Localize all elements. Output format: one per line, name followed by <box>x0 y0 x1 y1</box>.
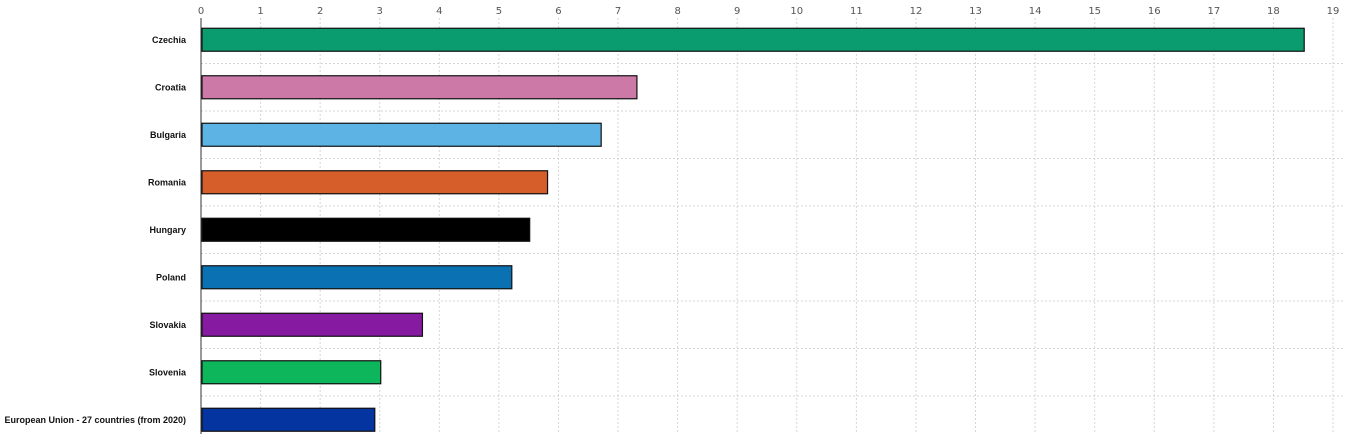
x-tick-label: 17 <box>1207 6 1220 17</box>
category-label: European Union - 27 countries (from 2020… <box>4 415 186 425</box>
x-tick-label: 2 <box>317 6 323 17</box>
bar-european-union-27-countries-from-2020[interactable] <box>201 407 376 432</box>
category-label: Slovakia <box>149 320 187 330</box>
x-tick-label: 13 <box>969 6 982 17</box>
x-tick-label: 4 <box>436 6 442 17</box>
category-label: Slovenia <box>149 367 187 377</box>
bars <box>201 27 1305 432</box>
x-axis-ticks: 0 1 2 3 4 5 6 7 8 9 10 11 12 13 14 15 16 17 18 19 <box>198 6 1340 17</box>
category-label: Hungary <box>149 225 186 235</box>
category-label: Romania <box>148 177 187 187</box>
category-label: Poland <box>156 272 186 282</box>
x-tick-label: 16 <box>1148 6 1161 17</box>
x-tick-label: 15 <box>1088 6 1101 17</box>
x-tick-label: 1 <box>257 6 263 17</box>
x-tick-label: 19 <box>1327 6 1340 17</box>
x-tick-label: 18 <box>1267 6 1280 17</box>
bar-romania[interactable] <box>201 170 549 195</box>
x-tick-label: 11 <box>850 6 863 17</box>
x-tick-label: 10 <box>790 6 803 17</box>
category-label: Czechia <box>152 35 187 45</box>
x-tick-label: 12 <box>910 6 923 17</box>
bar-hungary[interactable] <box>201 217 531 242</box>
x-tick-label: 9 <box>734 6 740 17</box>
x-tick-label: 14 <box>1029 6 1042 17</box>
grid <box>201 18 1345 434</box>
bar-slovakia[interactable] <box>201 312 424 337</box>
x-tick-label: 6 <box>555 6 561 17</box>
bar-slovenia[interactable] <box>201 360 382 385</box>
x-tick-label: 5 <box>496 6 502 17</box>
category-label: Croatia <box>155 82 187 92</box>
bar-croatia[interactable] <box>201 75 638 100</box>
bar-bulgaria[interactable] <box>201 122 602 147</box>
x-tick-label: 0 <box>198 6 204 17</box>
bar-czechia[interactable] <box>201 27 1305 52</box>
bar-poland[interactable] <box>201 265 513 290</box>
x-tick-label: 3 <box>377 6 383 17</box>
category-label: Bulgaria <box>150 130 187 140</box>
x-tick-label: 7 <box>615 6 621 17</box>
x-tick-label: 8 <box>674 6 680 17</box>
category-labels: Czechia Croatia Bulgaria Romania Hungary Pola… <box>4 35 187 425</box>
